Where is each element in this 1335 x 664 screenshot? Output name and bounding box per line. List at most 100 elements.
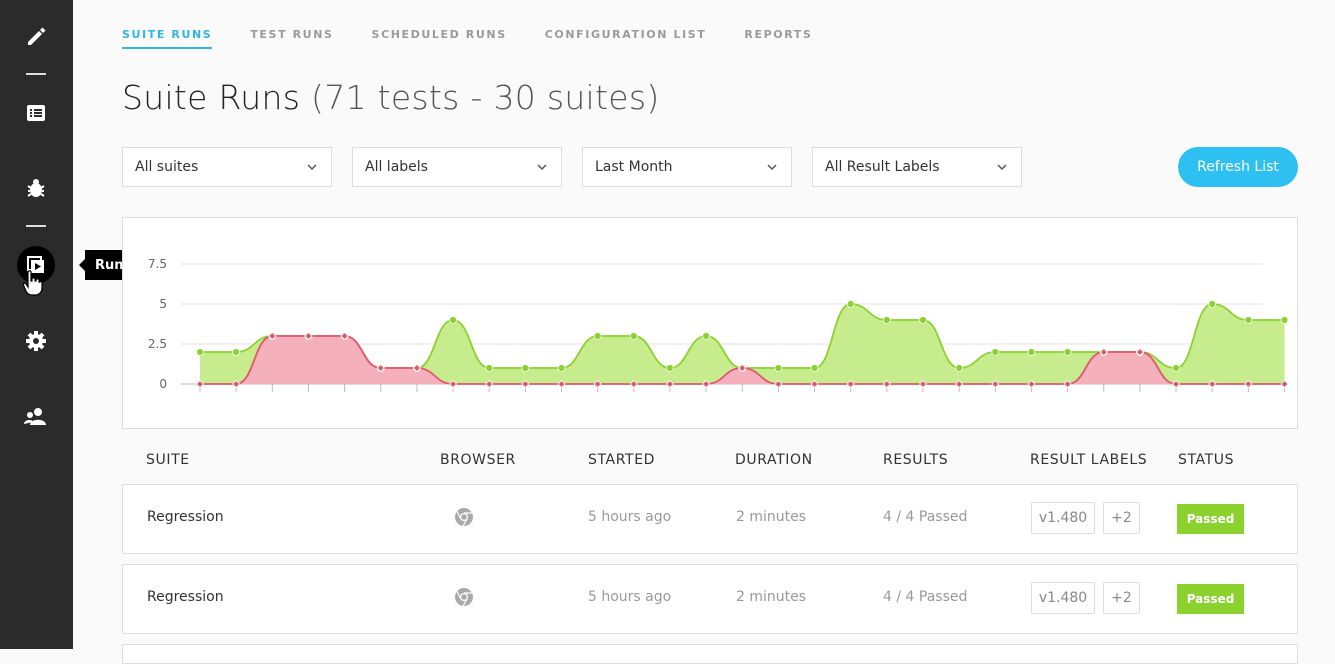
suites-filter-value: All suites [135,159,199,175]
labels-filter-dropdown[interactable]: All labels [352,147,562,187]
runs-nav-button[interactable] [16,245,56,285]
bug-icon [27,179,45,197]
suite-name: Regression [147,509,224,525]
sidebar-divider [26,225,46,227]
data-point [955,379,964,389]
table-row[interactable] [122,644,1298,664]
data-point [846,300,855,308]
data-point [918,379,928,389]
data-point [1027,348,1036,356]
duration: 2 minutes [736,509,807,525]
data-point [593,332,602,340]
data-point [1208,300,1217,308]
tab-reports[interactable]: REPORTS [744,28,813,41]
data-point [665,379,675,389]
team-nav-button[interactable] [16,396,56,436]
bugs-nav-button[interactable] [16,168,56,208]
data-point [774,379,783,389]
data-point [991,348,1000,356]
list-nav-button[interactable] [16,93,56,133]
more-labels-chip[interactable]: +2 [1103,502,1140,534]
data-point [1171,379,1181,389]
edit-nav-button[interactable] [16,16,56,56]
labels-filter-value: All labels [365,159,428,175]
data-point [629,332,638,340]
table-row[interactable]: Regression 5 hours ago 2 minutes 4 / 4 P… [122,564,1298,634]
more-labels-chip[interactable]: +2 [1103,582,1140,614]
data-point [449,316,457,324]
data-point [1027,379,1036,389]
header-results[interactable]: RESULTS [883,452,949,468]
suites-filter-dropdown[interactable]: All suites [122,147,332,187]
tab-scheduled-runs[interactable]: SCHEDULED RUNS [371,28,507,41]
header-browser[interactable]: BROWSER [440,452,516,468]
table-header: SUITE BROWSER STARTED DURATION RESULTS R… [122,452,1298,472]
sidebar [0,0,73,649]
hand-cursor-icon [23,270,43,296]
pencil-icon [28,27,46,45]
data-point [232,348,241,356]
data-point [1063,348,1072,356]
gear-icon [26,331,46,351]
data-point [882,379,891,389]
data-point [1280,316,1289,324]
started-time: 5 hours ago [588,589,672,605]
data-point [195,379,205,389]
data-point [846,379,855,389]
chevron-down-icon [997,164,1007,171]
data-point [666,364,674,372]
tab-bar: SUITE RUNS TEST RUNS SCHEDULED RUNS CONF… [122,28,850,49]
sidebar-divider [26,73,46,75]
data-point [1244,316,1253,324]
series-area-1 [200,336,1285,384]
data-point [955,364,964,372]
data-point [810,364,819,372]
data-point [557,379,566,389]
data-point [340,331,349,341]
settings-nav-button[interactable] [16,321,56,361]
page-title: Suite Runs (71 tests - 30 suites) [122,78,660,117]
result-label-chip[interactable]: v1.480 [1031,582,1095,614]
runs-chart: 7.5 5 2.5 0 [122,217,1298,429]
status-badge: Passed [1177,584,1244,614]
results-summary: 4 / 4 Passed [883,509,968,525]
tab-configuration-list[interactable]: CONFIGURATION LIST [544,28,707,41]
header-suite[interactable]: SUITE [146,452,190,468]
data-point [702,379,711,389]
table-row[interactable]: Regression 5 hours ago 2 minutes 4 / 4 P… [122,484,1298,554]
page-title-text: Suite Runs [122,78,301,117]
runs-icon [27,256,44,273]
data-point [268,331,277,341]
header-result-labels[interactable]: RESULT LABELS [1030,452,1148,468]
data-point [702,332,710,340]
data-point [232,379,241,389]
period-filter-dropdown[interactable]: Last Month [582,147,792,187]
tab-test-runs[interactable]: TEST RUNS [250,28,334,41]
y-tick-label: 2.5 [148,337,167,351]
data-point [1135,347,1144,357]
tab-suite-runs[interactable]: SUITE RUNS [122,28,213,49]
started-time: 5 hours ago [588,509,672,525]
page-subtitle: (71 tests - 30 suites) [311,78,660,117]
data-point [304,331,313,341]
refresh-list-button[interactable]: Refresh List [1178,147,1298,187]
series-area-0 [200,304,1285,384]
data-point [196,348,204,356]
y-tick-label: 0 [159,377,167,391]
data-point [774,364,783,372]
result-label-chip[interactable]: v1.480 [1031,502,1095,534]
data-point [485,364,494,372]
data-point [991,379,1000,389]
data-point [521,379,530,389]
runs-area-chart: 7.5 5 2.5 0 [148,257,1289,392]
data-point [521,364,530,372]
data-point [376,363,385,373]
header-status[interactable]: STATUS [1178,452,1235,468]
data-point [629,379,638,389]
data-point [738,363,747,373]
data-point [557,364,566,372]
data-point [448,379,458,389]
result-labels-filter-dropdown[interactable]: All Result Labels [812,147,1022,187]
header-duration[interactable]: DURATION [735,452,813,468]
header-started[interactable]: STARTED [588,452,656,468]
